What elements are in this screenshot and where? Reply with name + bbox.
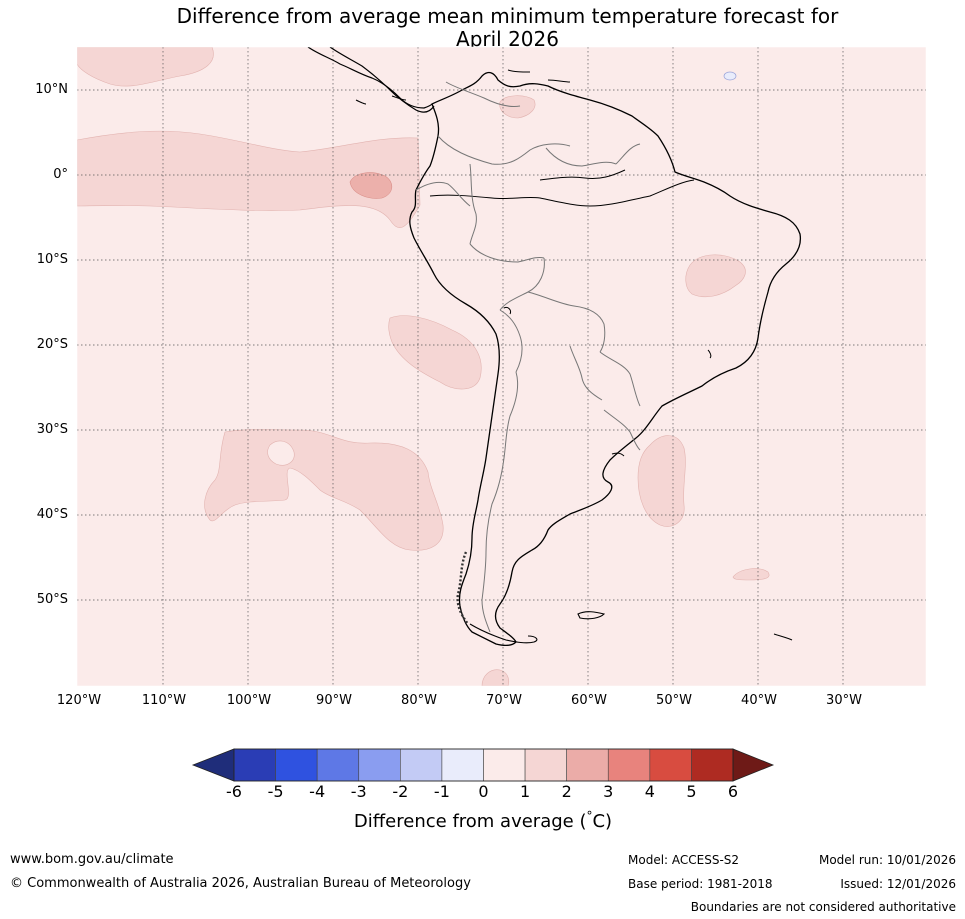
footer-url: www.bom.gov.au/climate — [10, 852, 174, 867]
colorbar-tick-label: 3 — [603, 782, 614, 801]
colorbar-label-suffix: C) — [592, 811, 613, 832]
colorbar-tick-label: -3 — [350, 782, 367, 801]
lon-label-30w: 30°W — [826, 693, 862, 708]
lat-label-10n: 10°N — [35, 82, 68, 97]
footer-disclaimer: Boundaries are not considered authoritat… — [690, 900, 956, 914]
lon-label-60w: 60°W — [571, 693, 607, 708]
map-frame — [76, 46, 927, 687]
country-borders — [415, 81, 641, 633]
colorbar-segment — [607, 748, 651, 782]
footer-issued: Issued: 12/01/2026 — [840, 877, 956, 891]
eastern-brazil-patch — [685, 254, 746, 298]
amazon-river — [429, 179, 695, 207]
lon-label-70w: 70°W — [486, 693, 522, 708]
north-east-pacific-patch — [77, 47, 214, 87]
south-pacific-patch — [204, 429, 444, 551]
lat-label-40s: 40°S — [36, 507, 68, 522]
colorbar-extend-low — [191, 748, 235, 782]
colorbar-label-prefix: Difference from average ( — [353, 811, 587, 832]
lon-label-110w: 110°W — [141, 693, 187, 708]
south-atlantic-patch — [732, 568, 770, 581]
uruguay-coast-patch — [637, 435, 686, 527]
lat-label-10s: 10°S — [36, 252, 68, 267]
lon-label-80w: 80°W — [401, 693, 437, 708]
lake-titicaca — [503, 307, 511, 315]
footer-model-run: Model run: 10/01/2026 — [818, 853, 956, 867]
colorbar-label-degree: ° — [586, 809, 593, 823]
colorbar-extend-high — [732, 748, 775, 782]
falkland-islands — [577, 611, 606, 620]
galapagos-warm-core — [349, 172, 393, 199]
colorbar-tick-label: 2 — [561, 782, 572, 801]
lon-label-50w: 50°W — [656, 693, 692, 708]
colorbar-tick-label: 5 — [686, 782, 697, 801]
colorbar-tick-label: 0 — [478, 782, 489, 801]
lon-label-120w: 120°W — [56, 693, 102, 708]
colorbar-frame — [233, 748, 734, 782]
orinoco-river — [539, 169, 626, 181]
colorbar-tick-label: -6 — [226, 782, 242, 801]
colorbar-tick-label: 6 — [727, 782, 739, 801]
lat-label-50s: 50°S — [36, 592, 68, 607]
colorbar-tick-label: -5 — [267, 782, 284, 801]
colorbar-label: Difference from average (°C) — [300, 809, 666, 832]
colorbar-segment — [566, 748, 609, 782]
graticule — [77, 47, 926, 686]
south-pacific-patch-hole — [267, 440, 295, 466]
south-georgia-island — [773, 633, 793, 641]
colorbar-tick-label: -2 — [392, 782, 409, 801]
map-title-line2: April 2026 — [456, 27, 559, 51]
colorbar-tick-label: 4 — [644, 782, 655, 801]
colorbar-segment — [400, 748, 443, 782]
colorbar-segment — [524, 748, 567, 782]
colorbar-segment — [358, 748, 401, 782]
footer-copyright: © Commonwealth of Australia 2026, Austra… — [10, 876, 471, 891]
lon-label-40w: 40°W — [741, 693, 777, 708]
lat-label-0: 0° — [53, 167, 68, 182]
footer-base-period: Base period: 1981-2018 — [628, 877, 773, 891]
colorbar-segment — [483, 748, 526, 782]
lon-label-100w: 100°W — [226, 693, 272, 708]
colorbar-segment — [441, 748, 484, 782]
tierra-del-fuego — [469, 623, 538, 644]
central-america-pacific-coast — [329, 47, 435, 113]
colorbar — [191, 748, 775, 782]
colorbar-segment — [233, 748, 276, 782]
lon-label-90w: 90°W — [316, 693, 352, 708]
drake-passage-patch — [481, 669, 510, 686]
brazil-reservoir — [707, 349, 712, 359]
colorbar-segment — [649, 748, 692, 782]
colorbar-segment — [691, 748, 734, 782]
footer-model: Model: ACCESS-S2 — [628, 853, 740, 867]
mid-atlantic-cool-dot — [723, 71, 737, 81]
south-america-coastline — [409, 71, 802, 646]
anomaly-layer — [77, 47, 770, 686]
colorbar-segment — [275, 748, 318, 782]
colorbar-segment — [316, 748, 360, 782]
lagoa-dos-patos — [611, 452, 625, 457]
caribbean-islands — [355, 69, 571, 105]
map-title-line1: Difference from average mean minimum tem… — [176, 4, 839, 28]
colorbar-tick-label: -4 — [309, 782, 326, 801]
lat-label-20s: 20°S — [36, 337, 68, 352]
colorbar-tick-label: 1 — [519, 782, 531, 801]
patagonian-fjords — [456, 551, 469, 625]
lat-label-30s: 30°S — [36, 422, 68, 437]
colorbar-tick-label: -1 — [433, 782, 450, 801]
south-east-pacific-patch — [388, 315, 482, 390]
caribbean-patch — [499, 95, 536, 119]
